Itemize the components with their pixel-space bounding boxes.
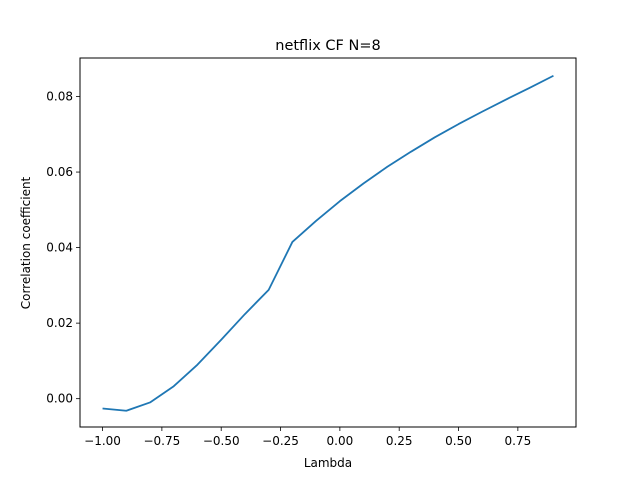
x-axis: −1.00 −0.75 −0.50 −0.25 0.00 0.25 0.50 0.75 <box>84 427 531 448</box>
x-tick-label: 0.50 <box>445 434 472 448</box>
x-tick-label: −0.25 <box>262 434 299 448</box>
y-tick-label: 0.08 <box>46 90 73 104</box>
chart-title: netflix CF N=8 <box>275 38 380 54</box>
plot-frame <box>79 57 577 428</box>
y-tick-label: 0.02 <box>46 316 73 330</box>
x-tick-label: −0.50 <box>203 434 240 448</box>
x-tick-label: −0.75 <box>143 434 180 448</box>
y-axis: 0.00 0.02 0.04 0.06 0.08 <box>46 90 80 406</box>
x-tick-label: −1.00 <box>84 434 121 448</box>
data-series-line-group <box>102 74 554 412</box>
x-tick-label: 0.25 <box>386 434 413 448</box>
x-tick-label: 0.00 <box>327 434 354 448</box>
x-axis-label: Lambda <box>304 456 352 470</box>
y-tick-label: 0.04 <box>46 241 73 255</box>
y-tick-label: 0.06 <box>46 165 73 179</box>
x-tick-label: 0.75 <box>504 434 531 448</box>
data-series-line <box>102 74 554 412</box>
y-axis-label: Correlation coefficient <box>19 176 33 309</box>
y-tick-label: 0.00 <box>46 392 73 406</box>
